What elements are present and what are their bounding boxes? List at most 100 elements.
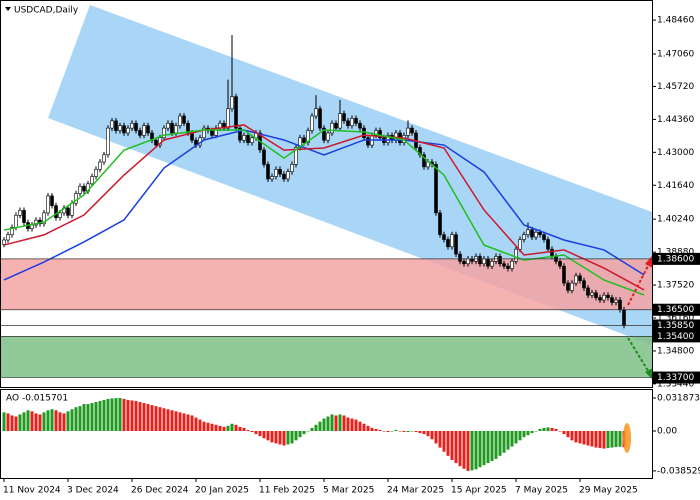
candle-body — [338, 113, 342, 129]
ao-bar — [194, 417, 198, 431]
ao-bar — [338, 414, 342, 431]
ao-bar — [434, 430, 438, 444]
candle-body — [498, 256, 502, 265]
y-tick-label: 1.47060 — [657, 50, 694, 60]
ao-bar — [186, 414, 190, 431]
ao-bar — [22, 412, 26, 431]
level-label: 1.38600 — [657, 254, 694, 264]
ao-bar — [210, 423, 214, 431]
ao-bar — [478, 430, 482, 468]
axes: 1.48460 1.47060 1.45720 1.44360 1.43000 1.416… — [3, 16, 700, 496]
candle-body — [286, 171, 290, 180]
x-tick-label: 5 Mar 2025 — [323, 486, 374, 496]
ao-bar — [466, 430, 470, 471]
candle-body — [490, 261, 494, 267]
candle-body — [238, 127, 242, 141]
main-frame — [0, 0, 653, 388]
ao-bar — [370, 427, 374, 431]
candle-body — [454, 234, 458, 255]
ao-bar — [34, 413, 38, 431]
candle-body — [470, 258, 474, 262]
candle-body — [14, 214, 18, 228]
ao-bar — [142, 403, 146, 431]
ao-title: AO -0.015701 — [6, 394, 68, 404]
zone — [0, 258, 652, 310]
ao-bar — [146, 404, 150, 431]
ao-bar — [426, 430, 430, 437]
candle-body — [242, 135, 246, 141]
ao-bar — [310, 427, 314, 431]
ao-bar — [602, 430, 606, 449]
candle-body — [74, 193, 78, 204]
candle-body — [130, 122, 134, 129]
candle-body — [170, 122, 174, 134]
ao-bar — [62, 413, 66, 431]
ao-bar — [70, 409, 74, 431]
candle-body — [534, 231, 538, 238]
title-marker — [5, 7, 11, 11]
candle-body — [94, 168, 98, 177]
ao-bar — [390, 430, 394, 432]
ao-bar — [582, 430, 586, 445]
ao-bar — [150, 405, 154, 431]
ao-bars — [2, 397, 626, 471]
ao-bar — [86, 404, 90, 431]
ao-bar — [66, 411, 70, 431]
y-tick-label: 1.36160 — [657, 313, 694, 323]
ao-bar — [534, 430, 538, 432]
candle-body — [526, 229, 530, 235]
candle-body — [350, 118, 354, 126]
candle-body — [306, 130, 310, 143]
y-tick-label: 0.031873 — [657, 393, 700, 403]
ao-bar — [342, 415, 346, 431]
candle-body — [10, 227, 14, 235]
ao-bar — [438, 430, 442, 448]
candle-body — [6, 234, 10, 241]
ao-bar — [334, 415, 338, 431]
y-tick-label: 1.41640 — [657, 181, 694, 191]
ao-bar — [178, 412, 182, 431]
candle-body — [538, 231, 542, 235]
ao-bar — [558, 430, 562, 432]
candle-body — [18, 210, 22, 216]
ao-bar — [422, 430, 426, 435]
candle-body — [358, 122, 362, 129]
ao-bar — [94, 402, 98, 431]
candle-body — [66, 207, 70, 216]
candle-body — [30, 224, 34, 229]
ao-bar — [102, 399, 106, 431]
ao-bar — [570, 430, 574, 441]
candle-body — [122, 125, 126, 134]
ao-bar — [14, 416, 18, 431]
candle-body — [54, 205, 58, 219]
ao-bar — [158, 407, 162, 431]
candle-body — [202, 127, 206, 139]
y-tick-label: -0.038529 — [657, 466, 700, 476]
ao-bar — [506, 430, 510, 450]
ao-bar — [530, 430, 534, 434]
ao-bar — [114, 398, 118, 431]
candle-body — [458, 253, 462, 262]
candle-body — [290, 164, 294, 173]
candle-body — [334, 122, 338, 129]
candle-body — [346, 120, 350, 126]
ao-bar — [98, 400, 102, 431]
ao-bar — [26, 410, 30, 431]
ao-bar — [618, 430, 622, 447]
x-tick-label: 26 Dec 2024 — [131, 486, 189, 496]
ao-bar — [206, 422, 210, 431]
candle-body — [166, 122, 170, 129]
candle-body — [578, 275, 582, 281]
candle-body — [118, 125, 122, 131]
ao-bar — [546, 427, 550, 431]
candle-body — [70, 202, 74, 216]
candle-body — [266, 164, 270, 180]
ao-bar — [474, 430, 478, 470]
candle-body — [614, 299, 618, 303]
candle-body — [386, 135, 390, 143]
ao-bar — [610, 430, 614, 448]
candle-body — [186, 122, 190, 134]
ao-highlight — [623, 423, 631, 453]
